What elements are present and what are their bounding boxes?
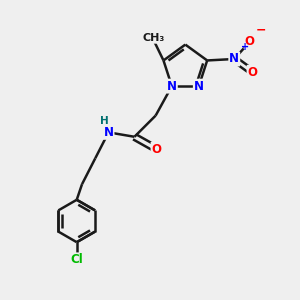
Text: +: + (241, 42, 249, 52)
Text: N: N (103, 126, 113, 139)
Text: CH₃: CH₃ (142, 33, 164, 43)
Text: O: O (248, 66, 257, 79)
Text: O: O (244, 35, 255, 48)
Text: N: N (167, 80, 177, 93)
Text: O: O (152, 142, 161, 156)
Text: N: N (194, 80, 204, 93)
Text: Cl: Cl (70, 254, 83, 266)
Text: N: N (229, 52, 239, 65)
Text: −: − (256, 24, 267, 37)
Text: H: H (100, 116, 109, 126)
